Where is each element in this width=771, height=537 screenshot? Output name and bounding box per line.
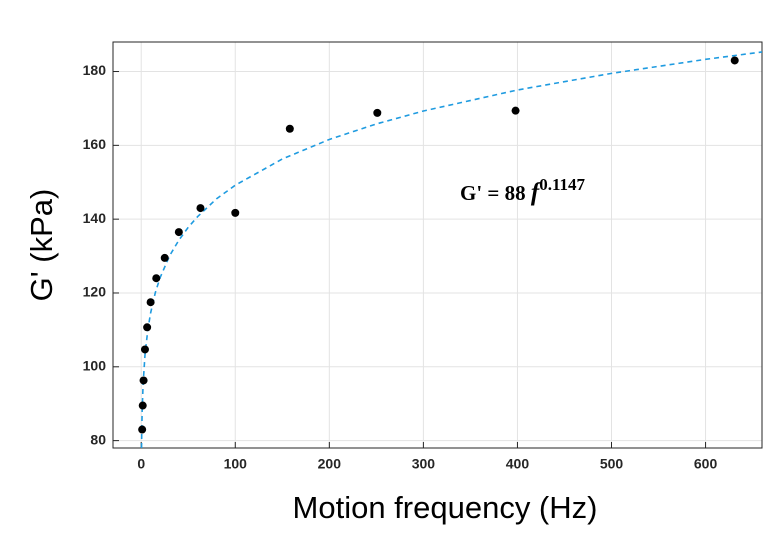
equation-prefix: G' = 88 <box>460 181 531 205</box>
x-tick-label: 0 <box>137 456 145 472</box>
data-point <box>143 323 152 332</box>
plot-area <box>140 51 762 448</box>
data-point <box>140 345 149 354</box>
x-tick-label: 400 <box>506 456 530 472</box>
data-point <box>146 298 155 307</box>
fit-curve <box>140 51 762 448</box>
x-tick-label: 200 <box>318 456 342 472</box>
data-point <box>138 425 147 434</box>
y-tick-label: 180 <box>83 62 107 78</box>
data-point <box>196 204 205 213</box>
y-tick-label: 80 <box>90 431 106 447</box>
equation-variable: f <box>531 179 542 206</box>
x-axis-label: Motion frequency (Hz) <box>293 490 598 525</box>
fit-equation: G' = 88 f0.1147 <box>460 175 586 206</box>
data-point <box>152 274 161 283</box>
data-point <box>138 401 147 410</box>
data-point <box>373 108 382 117</box>
x-tick-label: 500 <box>600 456 624 472</box>
data-point <box>160 253 169 262</box>
y-tick-label: 120 <box>83 284 107 300</box>
data-point <box>231 208 240 217</box>
y-tick-label: 100 <box>83 358 107 374</box>
y-tick-label: 160 <box>83 136 107 152</box>
plot-frame <box>112 41 763 449</box>
x-tick-label: 100 <box>224 456 248 472</box>
y-axis-label: G' (kPa) <box>24 189 59 302</box>
data-point <box>139 376 148 385</box>
x-tick-label: 600 <box>694 456 718 472</box>
data-point <box>174 228 183 237</box>
data-point <box>511 106 520 115</box>
x-tick-label: 300 <box>412 456 436 472</box>
y-tick-label: 140 <box>83 210 107 226</box>
equation-exponent: 0.1147 <box>539 175 585 194</box>
data-point <box>285 124 294 133</box>
data-point <box>730 56 739 65</box>
